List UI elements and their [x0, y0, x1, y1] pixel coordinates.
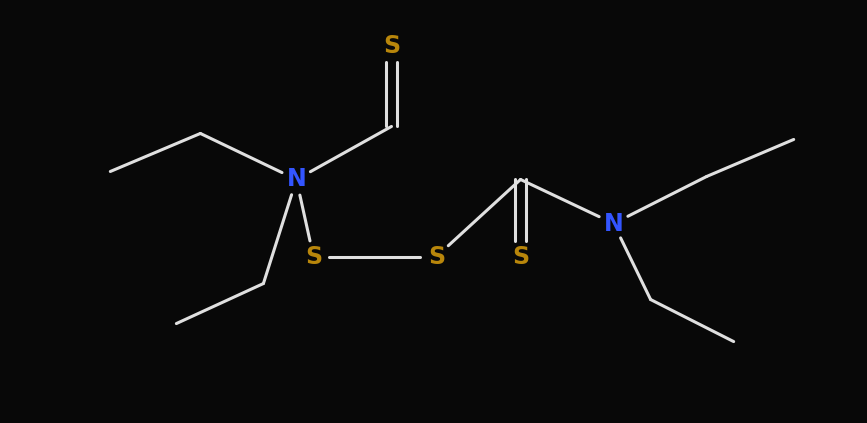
Text: S: S — [305, 244, 322, 269]
Text: N: N — [603, 212, 623, 236]
Text: S: S — [383, 34, 400, 58]
Text: S: S — [428, 244, 445, 269]
Text: N: N — [287, 168, 306, 192]
Text: S: S — [512, 244, 529, 269]
